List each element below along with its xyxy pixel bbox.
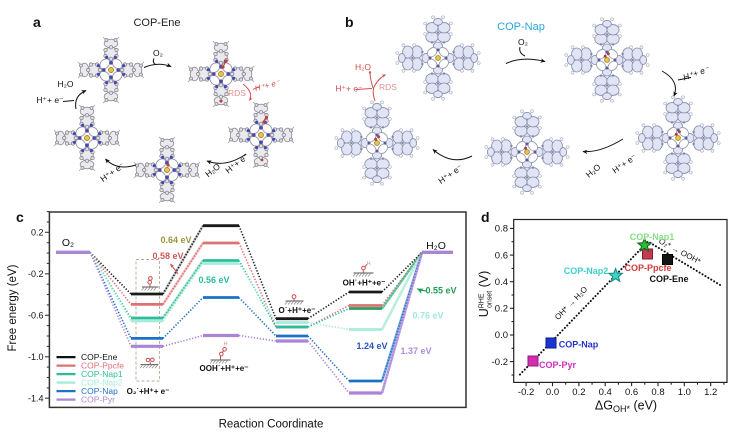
svg-text:COP-Pyr: COP-Pyr — [539, 360, 577, 370]
svg-text:-1.0: -1.0 — [28, 352, 44, 362]
svg-text:COP-Ppcfe: COP-Ppcfe — [624, 263, 671, 273]
svg-text:H⁺+ e⁻: H⁺+ e⁻ — [335, 84, 363, 94]
svg-text:COP-Nap: COP-Nap — [497, 21, 545, 33]
svg-text:b: b — [345, 14, 354, 30]
svg-text:0.76 eV: 0.76 eV — [412, 311, 443, 321]
svg-text:c: c — [16, 209, 24, 225]
svg-text:0.8: 0.8 — [651, 387, 664, 398]
svg-text:0.58 eV: 0.58 eV — [152, 251, 183, 261]
svg-text:a: a — [33, 14, 41, 30]
svg-text:0.64 eV: 0.64 eV — [160, 235, 191, 245]
svg-text:O₂: O₂ — [153, 48, 163, 58]
svg-text:COP-Ene: COP-Ene — [133, 17, 180, 29]
svg-text:RDS: RDS — [379, 82, 397, 92]
svg-text:COP-Nap: COP-Nap — [81, 386, 118, 396]
svg-text:-0.2: -0.2 — [518, 387, 534, 398]
svg-text:0.56 eV: 0.56 eV — [198, 275, 229, 285]
svg-text:0.0: 0.0 — [495, 330, 508, 341]
svg-text:0.8: 0.8 — [495, 224, 508, 235]
svg-text:H₂O: H₂O — [355, 62, 371, 72]
svg-text:1.0: 1.0 — [678, 387, 691, 398]
svg-text:d: d — [481, 209, 490, 225]
svg-text:H: H — [224, 342, 228, 348]
svg-text:COP-Nap2: COP-Nap2 — [564, 266, 609, 276]
svg-text:COP-Nap2: COP-Nap2 — [81, 378, 123, 388]
svg-text:O˙+H⁺+e⁻: O˙+H⁺+e⁻ — [279, 306, 316, 315]
svg-text:0.4: 0.4 — [599, 387, 612, 398]
svg-text:-1.4: -1.4 — [28, 393, 44, 403]
svg-text:1.2: 1.2 — [704, 387, 717, 398]
svg-text:0.55 eV: 0.55 eV — [425, 286, 456, 296]
svg-text:URHEonset (V): URHEonset (V) — [477, 271, 494, 318]
svg-text:-0.2: -0.2 — [492, 357, 508, 368]
svg-text:Free energy (eV): Free energy (eV) — [7, 264, 19, 351]
svg-text:ΔGOH* (eV): ΔGOH* (eV) — [595, 399, 657, 415]
svg-text:COP-Nap1: COP-Nap1 — [630, 232, 675, 242]
svg-text:H: H — [367, 261, 371, 267]
svg-text:H₂O: H₂O — [57, 79, 73, 89]
svg-text:0.2: 0.2 — [495, 304, 508, 315]
svg-text:0.0: 0.0 — [546, 387, 559, 398]
svg-text:1.37 eV: 1.37 eV — [400, 346, 431, 356]
svg-text:O₂: O₂ — [518, 37, 528, 47]
svg-text:O₂˙+H⁺+ e⁻: O₂˙+H⁺+ e⁻ — [127, 387, 170, 396]
svg-text:0.4: 0.4 — [495, 277, 508, 288]
svg-text:H⁺+ e⁻: H⁺+ e⁻ — [36, 95, 64, 105]
svg-text:COP-Ene: COP-Ene — [649, 274, 688, 284]
svg-text:COP-Pyr: COP-Pyr — [81, 395, 115, 405]
svg-text:0.2: 0.2 — [31, 228, 44, 238]
svg-text:0.2: 0.2 — [572, 387, 585, 398]
svg-text:-0.2: -0.2 — [28, 269, 44, 279]
svg-text:OOH˙+H⁺+e⁻: OOH˙+H⁺+e⁻ — [200, 364, 249, 373]
svg-text:H₂O: H₂O — [426, 240, 446, 252]
svg-text:-0.6: -0.6 — [28, 311, 44, 321]
svg-text:COP-Nap: COP-Nap — [559, 339, 599, 349]
svg-text:1.24 eV: 1.24 eV — [356, 341, 387, 351]
svg-text:RDS: RDS — [228, 88, 246, 98]
svg-text:0.6: 0.6 — [495, 250, 508, 261]
svg-text:COP-Ppcfe: COP-Ppcfe — [81, 361, 124, 371]
svg-text:O₂: O₂ — [62, 237, 74, 249]
svg-text:Reaction Coordinate: Reaction Coordinate — [219, 419, 324, 431]
svg-text:COP-Nap1: COP-Nap1 — [81, 369, 123, 379]
svg-text:COP-Ene: COP-Ene — [81, 352, 118, 362]
svg-text:OH˙+H⁺+e⁻: OH˙+H⁺+e⁻ — [343, 279, 386, 288]
svg-text:0.6: 0.6 — [625, 387, 638, 398]
